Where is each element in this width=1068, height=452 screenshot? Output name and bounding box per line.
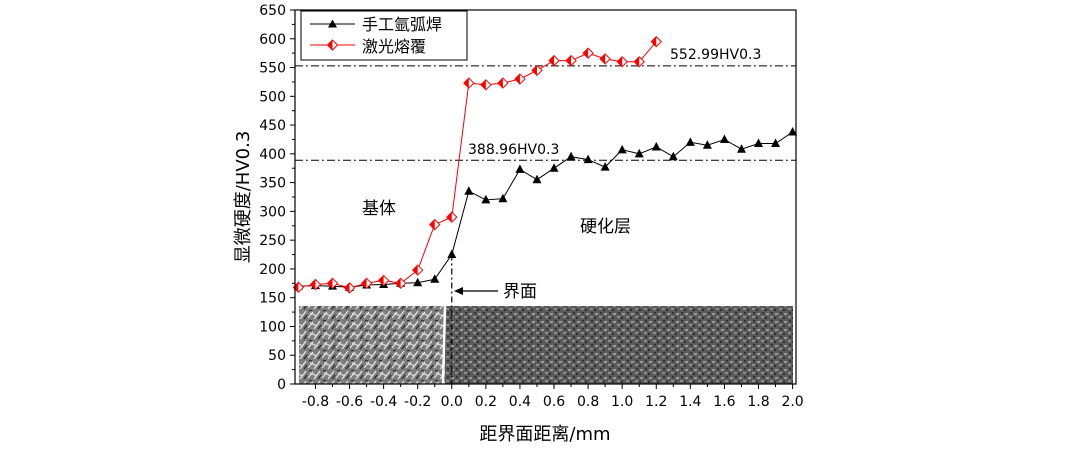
data-point-diamond [548,54,560,67]
interface-arrow [454,287,498,295]
data-point-triangle [668,151,678,161]
legend-label-manual-tig: 手工氩弧焊 [362,15,442,34]
y-tick-label: 350 [259,176,286,192]
data-point-diamond [565,54,577,67]
x-tick-label: 0.8 [577,394,599,410]
data-point-diamond [429,218,441,231]
data-point-diamond [309,278,322,291]
annotation-base-metal: 基体 [362,199,396,219]
x-tick-label: 1.6 [713,394,735,410]
data-point-diamond [531,64,543,77]
data-point-diamond [616,56,628,68]
data-point-diamond [514,73,526,85]
data-point-triangle [754,138,764,147]
x-axis-ticks: -0.8 -0.6 -0.4 -0.2 0.0 0.2 0.4 0.6 0.8 1.0 1.2 1.4… [302,384,804,410]
data-point-triangle [634,148,644,158]
x-tick-label: 0.6 [543,394,565,410]
data-point-triangle [549,163,559,172]
annotation-interface: 界面 [503,282,537,302]
x-tick-label: -0.4 [370,394,397,410]
data-point-triangle [498,193,508,203]
x-tick-label: 2.0 [781,394,803,410]
micrograph-hardened-layer [445,306,793,384]
data-point-diamond [394,277,407,290]
x-tick-label: 1.2 [645,394,667,410]
y-tick-label: 0 [277,377,286,393]
legend-box [300,10,468,61]
x-tick-label: -0.2 [404,394,431,410]
data-point-diamond [497,77,509,89]
series-line-1 [298,41,657,289]
micrograph-base-metal [299,306,445,384]
data-point-diamond [480,79,492,91]
y-tick-label: 200 [259,262,286,278]
micrograph-fusion-line [441,305,447,385]
y-tick-label: 150 [259,291,286,307]
legend-marker-triangle [328,19,337,28]
data-point-diamond [326,277,339,290]
reference-label-552: 552.99HV0.3 [670,47,761,63]
data-point-diamond [343,282,356,294]
data-point-diamond [463,77,475,89]
data-point-triangle [788,126,798,136]
data-point-triangle [771,138,781,147]
x-tick-label: 1.4 [679,394,701,410]
y-tick-label: 250 [259,233,286,249]
y-tick-label: 50 [268,348,286,364]
y-tick-label: 400 [259,147,286,163]
x-tick-label: -0.6 [336,394,363,410]
y-tick-label: 300 [259,204,286,220]
x-axis-label: 距界面距离/mm [479,424,610,445]
data-point-triangle [447,249,457,259]
data-point-triangle [481,194,491,204]
data-point-diamond [377,274,390,287]
data-point-triangle [515,164,525,173]
data-point-triangle [464,186,474,195]
data-point-triangle [600,162,610,171]
y-tick-label: 450 [259,118,286,134]
data-point-diamond [582,47,594,59]
data-point-triangle [430,274,440,283]
data-point-triangle [719,134,729,143]
data-point-triangle [583,154,593,164]
y-tick-label: 600 [259,32,286,48]
x-tick-label: 0.2 [475,394,497,410]
data-point-triangle [651,141,661,151]
y-tick-label: 550 [259,61,286,77]
data-point-triangle [413,277,423,287]
data-point-triangle [685,137,695,146]
x-tick-label: -0.8 [302,394,329,410]
data-point-triangle [566,151,576,161]
legend: 手工氩弧焊 激光熔覆 [300,10,468,61]
data-point-diamond [411,264,424,276]
data-point-triangle [736,144,746,153]
legend-marker-diamond [326,39,339,51]
annotation-hardened-layer: 硬化层 [580,217,631,237]
x-tick-label: 0.4 [509,394,531,410]
data-point-triangle [702,140,712,149]
data-point-triangle [532,174,542,184]
y-tick-label: 650 [259,3,286,19]
x-tick-label: 0.0 [441,394,463,410]
data-point-diamond [633,56,645,68]
data-point-diamond [360,277,373,290]
x-tick-label: 1.0 [611,394,633,410]
micrograph-image [299,305,793,385]
y-axis-label: 显微硬度/HV0.3 [233,131,254,264]
series-layer [292,35,798,294]
y-tick-label: 500 [259,89,286,105]
data-point-diamond [599,53,611,65]
series-line-0 [298,131,793,288]
data-point-triangle [617,144,627,154]
data-point-diamond [446,211,458,223]
y-axis-ticks: 0 50 100 150 200 250 300 350 400 450 500 550 600 650 [259,3,295,393]
reference-label-389: 388.96HV0.3 [468,142,559,158]
y-tick-label: 100 [259,319,286,335]
data-point-diamond [650,35,662,48]
x-tick-label: 1.8 [747,394,769,410]
legend-label-laser-cladding: 激光熔覆 [362,37,426,56]
